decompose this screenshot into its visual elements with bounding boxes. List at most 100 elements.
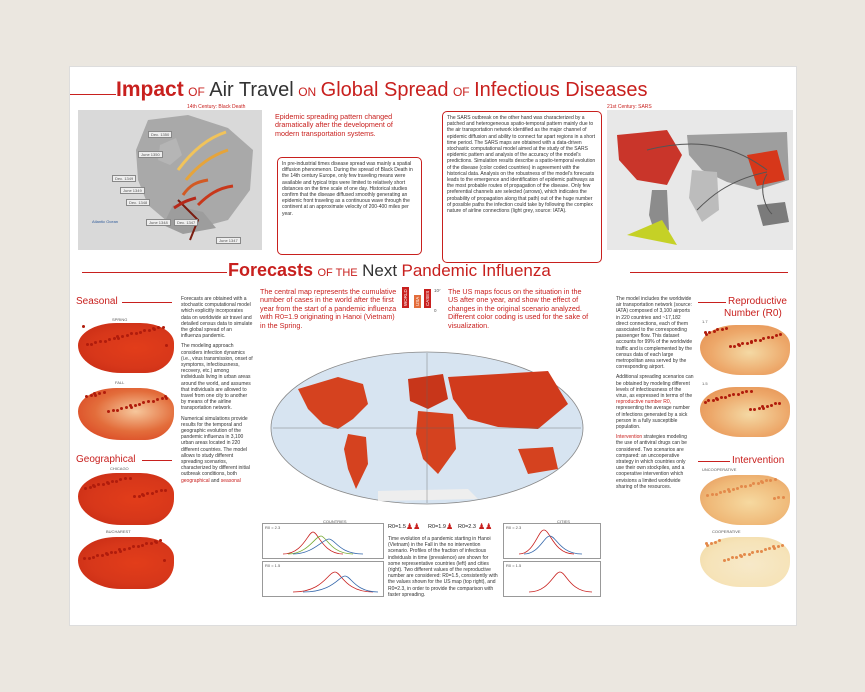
right-text-p2-tail: representing the average number of infec… [616,405,690,431]
reproductive-header-2: Number (R0) [724,308,782,319]
city-dot [760,479,764,483]
date-label: June 1347 [216,237,241,244]
city-dot [117,336,121,340]
city-dot [105,480,109,484]
city-dot [728,345,732,348]
r0-value: R0=2.3 [458,524,476,530]
atlantic-label: Atlantic Ocean [92,219,119,224]
city-dot [708,330,712,334]
city-dot [81,325,85,328]
city-dot [736,342,740,346]
fall-label: FALL [115,380,125,385]
city-dot [727,393,731,397]
right-text-p2-body: Additional spreading scenarios can be ob… [616,374,694,400]
city-dot [145,542,149,546]
city-dot [102,482,105,486]
city-dot [96,554,100,558]
city-dot [773,402,777,405]
r17-label: 1.7 [702,319,708,324]
reproductive-header: Reproductive [728,296,787,307]
city-dot [136,544,140,548]
city-dot [127,547,131,551]
seasonal-header: Seasonal [76,296,118,307]
title-rule [70,94,116,95]
person-icon: ♟♟ [406,522,421,531]
city-dot [735,555,739,559]
us-map-fall [78,388,174,440]
city-dot [153,539,157,543]
r0-value: R0=1.9 [428,524,446,530]
city-dot [156,326,160,329]
city-dot [770,404,774,407]
city-dot [773,478,777,481]
world-map [268,349,586,507]
city-dot [776,544,780,548]
city-dot [90,342,94,346]
city-dot [121,334,125,338]
city-dot [92,483,96,487]
city-dot [88,486,92,489]
right-text-p3: Intervention strategies modeling the use… [616,434,694,490]
forecast-rule [82,272,227,273]
city-dot [753,407,757,411]
city-dot [781,544,784,547]
city-dot [131,545,135,549]
uncooperative-label: UNCOOPERATIVE [702,467,737,472]
city-dot [115,479,119,483]
city-dot [128,476,132,480]
city-dot [715,492,719,496]
city-dot [768,547,772,550]
city-dot [764,479,768,482]
city-dot [118,548,122,552]
city-dot [758,338,762,342]
top-lead-text: Epidemic spreading pattern changed drama… [275,112,393,138]
city-dot [165,396,169,400]
city-dot [706,493,710,497]
left-text-and: and [211,477,220,484]
black-death-caption: 14th Century: Black Death [187,104,246,110]
countries-chart-bottom: R0 = 1.5 [262,561,384,597]
person-icon: ♟ [446,522,454,531]
city-dot [731,487,735,491]
countries-chart-top: R0 = 2.3 [262,523,384,559]
us-map-spring [78,323,174,373]
center-lead-right: The US maps focus on the situation in th… [448,287,589,330]
city-dot [134,331,138,335]
city-dot [116,335,120,338]
reproductive-rule [698,302,726,303]
city-dot [714,541,718,544]
geographical-rule [142,460,172,461]
legend-world: WORLD [402,287,409,308]
city-dot [715,396,719,400]
legend-cases: CASES [424,288,431,308]
legend-usa: USA [414,294,421,308]
city-dot [737,344,741,347]
date-label: June 1349 [120,187,145,194]
date-label: Dec. 1348 [126,199,151,206]
city-dot [141,492,145,496]
sars-text: The SARS outbreak on the other hand was … [442,111,602,263]
city-dot [727,558,730,561]
city-dot [164,488,168,492]
chart-label: R0 = 2.3 [265,525,281,530]
date-label: June 1350 [138,151,163,158]
city-dot [150,491,154,495]
date-label: Dec. 1347 [174,219,199,226]
city-dot [736,392,740,396]
r0-value: R0=1.5 [388,524,406,530]
city-dot [112,337,116,340]
forecast-title: Forecasts OF THE Next Pandemic Influenza [228,260,551,280]
center-lead-left: The central map represents the cumulativ… [260,287,397,330]
city-dot [727,489,731,493]
city-dot [712,330,716,333]
city-dot [124,477,128,481]
city-dot [781,495,785,499]
forecast-rule-right [630,272,788,273]
black-death-text: In pre-industrial times disease spread w… [277,157,422,255]
city-dot [765,404,769,408]
city-dot [769,478,773,482]
city-dot [704,332,708,336]
sars-map [607,110,793,250]
city-dot [87,556,91,560]
chart-label: R0 = 1.5 [506,563,522,568]
